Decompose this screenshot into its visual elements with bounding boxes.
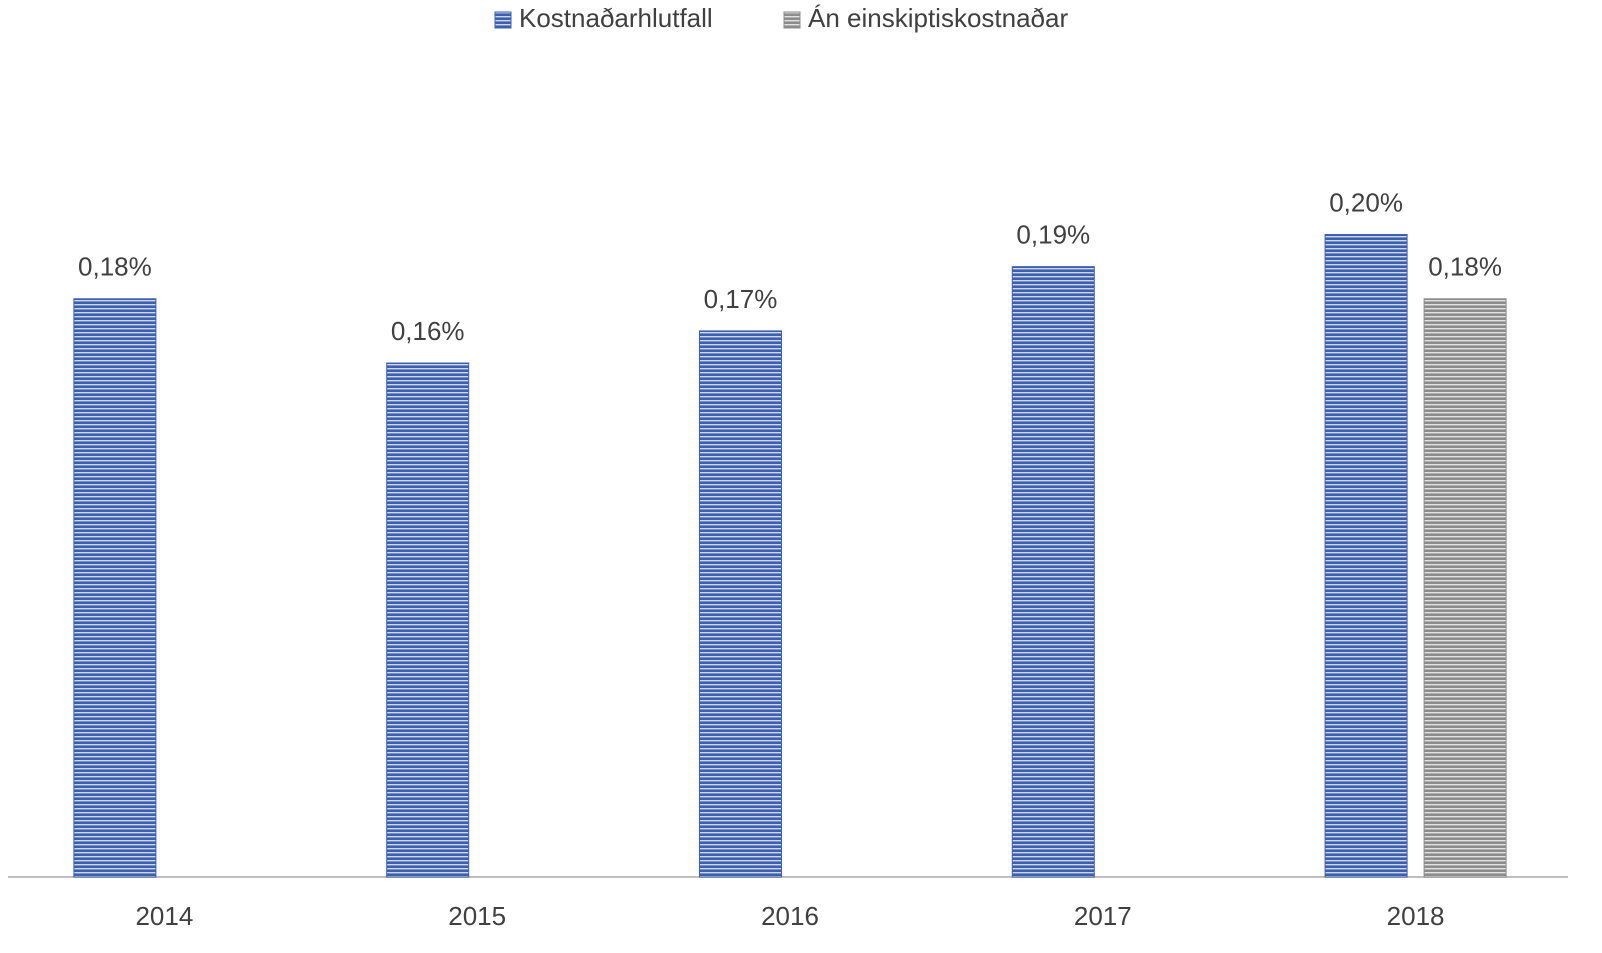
bar (1324, 234, 1408, 878)
legend-label: Kostnaðarhlutfall (519, 3, 713, 33)
bar (386, 362, 470, 878)
data-label: 0,17% (704, 284, 778, 314)
x-tick-label: 2016 (761, 901, 819, 931)
legend-swatch (494, 11, 512, 29)
legend-label: Án einskiptiskostnaðar (808, 3, 1068, 33)
x-tick-label: 2015 (448, 901, 506, 931)
x-tick-label: 2018 (1387, 901, 1445, 931)
data-label: 0,20% (1329, 187, 1403, 217)
data-label: 0,18% (1428, 252, 1502, 282)
data-label: 0,19% (1016, 220, 1090, 250)
data-label: 0,18% (78, 252, 152, 282)
bar (1423, 298, 1507, 878)
bar (1011, 266, 1095, 878)
x-tick-label: 2014 (135, 901, 193, 931)
x-tick-label: 2017 (1074, 901, 1132, 931)
bar (699, 330, 782, 878)
data-label: 0,16% (391, 316, 465, 346)
legend-swatch (783, 11, 801, 29)
bar (73, 298, 157, 878)
